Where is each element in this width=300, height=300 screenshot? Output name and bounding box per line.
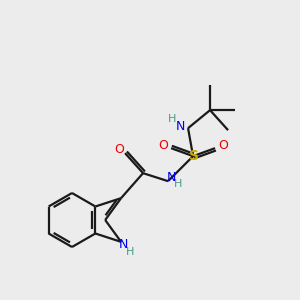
Text: H: H xyxy=(168,114,176,124)
Text: N: N xyxy=(176,120,185,133)
Text: O: O xyxy=(218,139,228,152)
Text: N: N xyxy=(118,238,128,251)
Text: N: N xyxy=(167,171,176,184)
Text: H: H xyxy=(126,247,134,257)
Text: O: O xyxy=(114,143,124,156)
Text: S: S xyxy=(189,149,199,163)
Text: O: O xyxy=(158,139,168,152)
Text: H: H xyxy=(174,179,182,189)
